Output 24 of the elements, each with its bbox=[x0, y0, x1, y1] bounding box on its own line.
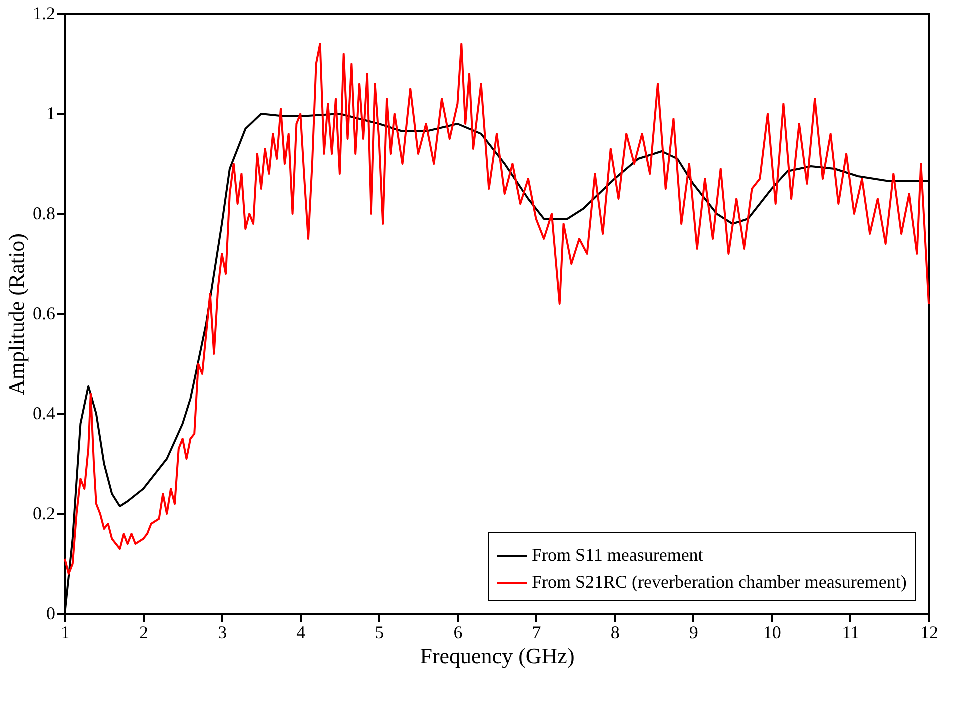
line-series bbox=[64, 43, 930, 575]
x-tick-label: 9 bbox=[689, 622, 698, 642]
x-tick-label: 3 bbox=[218, 622, 228, 642]
x-tick-label: 11 bbox=[842, 622, 860, 642]
x-tick-label: 7 bbox=[532, 622, 542, 642]
x-axis-title: Frequency (GHz) bbox=[420, 644, 575, 668]
y-tick-label: 0.6 bbox=[33, 304, 56, 324]
legend-label: From S21RC (reverberation chamber measurement) bbox=[532, 572, 907, 592]
legend-label: From S11 measurement bbox=[532, 545, 704, 565]
x-tick-label: 1 bbox=[61, 622, 70, 642]
y-tick-label: 0.2 bbox=[33, 504, 56, 524]
x-tick-label: 8 bbox=[610, 622, 620, 642]
x-tick-label: 12 bbox=[920, 622, 938, 642]
x-tick-label: 2 bbox=[140, 622, 149, 642]
y-axis-title: Amplitude (Ratio) bbox=[4, 234, 29, 396]
x-tick-label: 6 bbox=[454, 622, 463, 642]
y-tick-label: 1.2 bbox=[33, 4, 56, 24]
y-tick-label: 0 bbox=[46, 604, 56, 624]
x-tick-label: 5 bbox=[375, 622, 384, 642]
y-tick-label: 1 bbox=[46, 104, 56, 124]
y-tick-label: 0.8 bbox=[33, 204, 56, 224]
y-tick-label: 0.4 bbox=[33, 404, 56, 424]
x-tick-label: 10 bbox=[763, 622, 782, 642]
x-tick-label: 4 bbox=[296, 622, 306, 642]
